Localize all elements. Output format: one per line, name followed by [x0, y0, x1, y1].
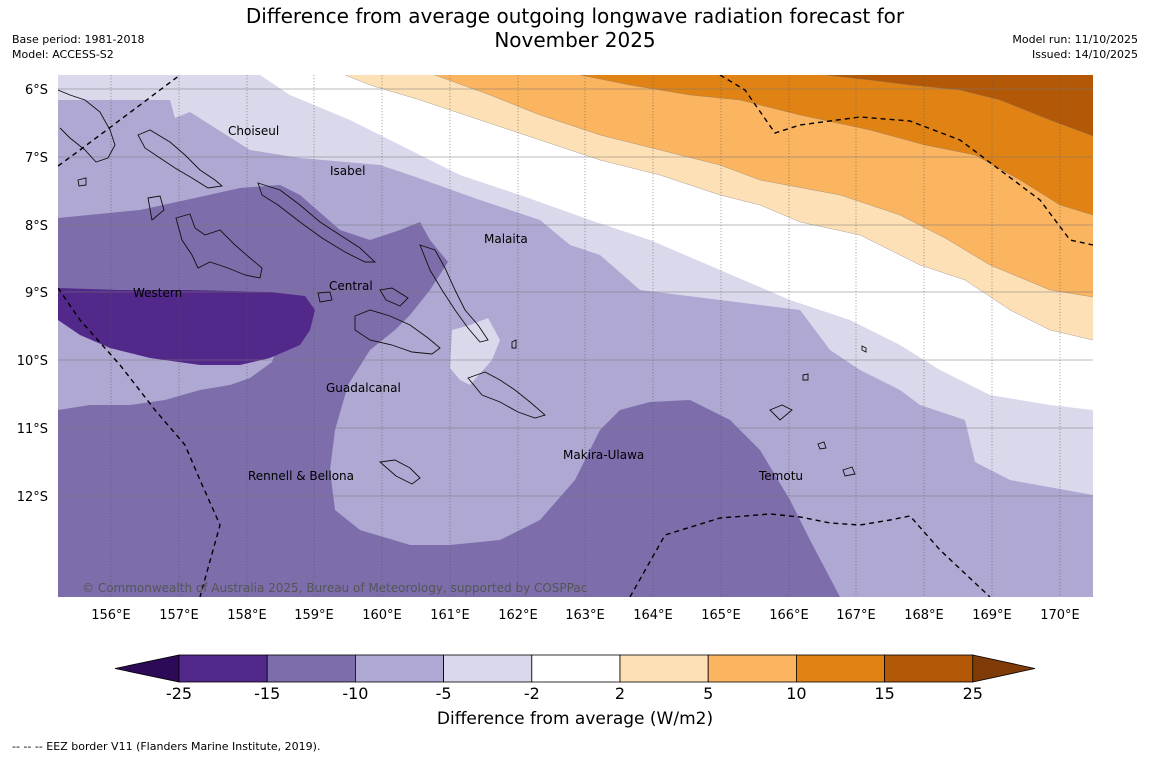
- small-island-4: [861, 345, 867, 353]
- anomaly-field-plus15-plus25: [825, 75, 1093, 136]
- vella-lavella-coast: [147, 195, 165, 221]
- lon-label: 166°E: [769, 608, 809, 623]
- eez-borders: [58, 75, 1093, 597]
- meta-right: Model run: 11/10/2025 Issued: 14/10/2025: [1012, 32, 1138, 62]
- eez-legend-note: -- -- -- EEZ border V11 (Flanders Marine…: [12, 740, 321, 753]
- anomaly-field-minus15-minus10: [58, 185, 840, 597]
- vanikoro-coast: [842, 466, 856, 477]
- colorbar-extend-low: [114, 654, 180, 683]
- colorbar-tick-label: 5: [703, 684, 713, 703]
- santa-cruz-coast: [769, 404, 793, 421]
- lon-label: 165°E: [701, 608, 741, 623]
- lon-label: 158°E: [227, 608, 267, 623]
- colorbar-tick-label: -10: [342, 684, 368, 703]
- florida-islands-coast: [379, 287, 409, 307]
- model-name: Model: ACCESS-S2: [12, 48, 114, 61]
- lon-label: 167°E: [836, 608, 876, 623]
- lon-label: 164°E: [633, 608, 673, 623]
- lat-label: 8°S: [25, 219, 48, 234]
- colorbar-segments: [114, 654, 1036, 683]
- anomaly-field-minus25-minus15: [58, 288, 315, 365]
- lat-label: 7°S: [25, 151, 48, 166]
- lat-label: 12°S: [17, 490, 48, 505]
- province-label-temotu: Temotu: [758, 469, 803, 483]
- province-label-guadalcanal: Guadalcanal: [326, 381, 401, 395]
- lon-label: 160°E: [362, 608, 402, 623]
- issued-date: Issued: 14/10/2025: [1031, 48, 1138, 61]
- meta-left: Base period: 1981-2018 Model: ACCESS-S2: [12, 32, 144, 62]
- lon-label: 169°E: [972, 608, 1012, 623]
- grid-lines-lat: [58, 88, 1093, 497]
- colorbar-segment: [619, 654, 709, 683]
- province-label-rennell-bellona: Rennell & Bellona: [248, 469, 354, 483]
- lon-axis-labels: 156°E 157°E 158°E 159°E 160°E 161°E 162°…: [91, 608, 1080, 623]
- lon-label: 156°E: [91, 608, 131, 623]
- colorbar-segment: [707, 654, 797, 683]
- lon-label: 159°E: [294, 608, 334, 623]
- guadalcanal-coast: [354, 309, 441, 355]
- lon-label: 170°E: [1040, 608, 1080, 623]
- colorbar-tick-label: 10: [786, 684, 806, 703]
- lon-label: 163°E: [565, 608, 605, 623]
- province-labels: Choiseul Isabel Malaita Western Central …: [133, 124, 803, 483]
- colorbar-segment: [531, 654, 621, 683]
- colorbar-tick-label: 2: [615, 684, 625, 703]
- title-line-1: Difference from average outgoing longwav…: [245, 4, 905, 28]
- colorbar-tick-label: -15: [254, 684, 280, 703]
- lon-label: 161°E: [430, 608, 470, 623]
- base-period: Base period: 1981-2018: [12, 33, 145, 46]
- lat-axis-labels: 6°S 7°S 8°S 9°S 10°S 11°S 12°S: [17, 83, 48, 505]
- lat-label: 6°S: [25, 83, 48, 98]
- choiseul-coast: [137, 129, 224, 189]
- tinakula-coast: [817, 441, 827, 450]
- map-title: Difference from average outgoing longwav…: [200, 4, 950, 52]
- malaita-coast: [419, 244, 489, 343]
- colorbar-segment: [354, 654, 444, 683]
- colorbar-segment: [443, 654, 533, 683]
- province-label-choiseul: Choiseul: [228, 124, 279, 138]
- colorbar-segment: [796, 654, 886, 683]
- province-label-malaita: Malaita: [484, 232, 528, 246]
- lat-label: 9°S: [25, 286, 48, 301]
- colorbar-tick-label: 15: [874, 684, 894, 703]
- bougainville-coast: [58, 89, 116, 163]
- russell-islands-coast: [317, 291, 333, 303]
- coastlines: [58, 89, 867, 485]
- makira-coast: [467, 371, 546, 419]
- copyright-notice: © Commonwealth of Australia 2025, Bureau…: [82, 581, 587, 595]
- province-label-central: Central: [329, 279, 373, 293]
- small-island-2: [511, 339, 517, 349]
- province-label-isabel: Isabel: [330, 164, 365, 178]
- contour-lines: [344, 75, 1093, 341]
- map-plot: Choiseul Isabel Malaita Western Central …: [58, 75, 1093, 597]
- colorbar-segment: [884, 654, 974, 683]
- title-line-2: November 2025: [494, 28, 656, 52]
- lon-label: 162°E: [498, 608, 538, 623]
- colorbar-segment: [266, 654, 356, 683]
- small-island-1: [77, 177, 87, 187]
- province-label-makira-ulawa: Makira-Ulawa: [563, 448, 644, 462]
- colorbar-tick-label: 25: [963, 684, 983, 703]
- colorbar-label: Difference from average (W/m2): [436, 709, 714, 729]
- anomaly-field-plus10-plus15: [580, 75, 1093, 215]
- lat-label: 11°S: [17, 422, 48, 437]
- lat-label: 10°S: [17, 354, 48, 369]
- small-island-3: [802, 373, 809, 381]
- colorbar-segment: [178, 654, 268, 683]
- colorbar-extend-high: [972, 654, 1036, 683]
- colorbar-tick-labels: -25 -15 -10 -5 -2 2 5 10 15 25: [166, 684, 983, 703]
- model-run: Model run: 11/10/2025: [1012, 33, 1138, 46]
- lon-label: 168°E: [904, 608, 944, 623]
- province-label-western: Western: [133, 286, 182, 300]
- colorbar-tick-label: -2: [524, 684, 540, 703]
- grid-lines: [110, 75, 1061, 597]
- lon-label: 157°E: [159, 608, 199, 623]
- colorbar-tick-label: -5: [436, 684, 452, 703]
- isabel-coast: [257, 182, 377, 263]
- rennell-coast: [378, 459, 421, 485]
- new-georgia-coast: [175, 213, 263, 279]
- colorbar-tick-label: -25: [166, 684, 192, 703]
